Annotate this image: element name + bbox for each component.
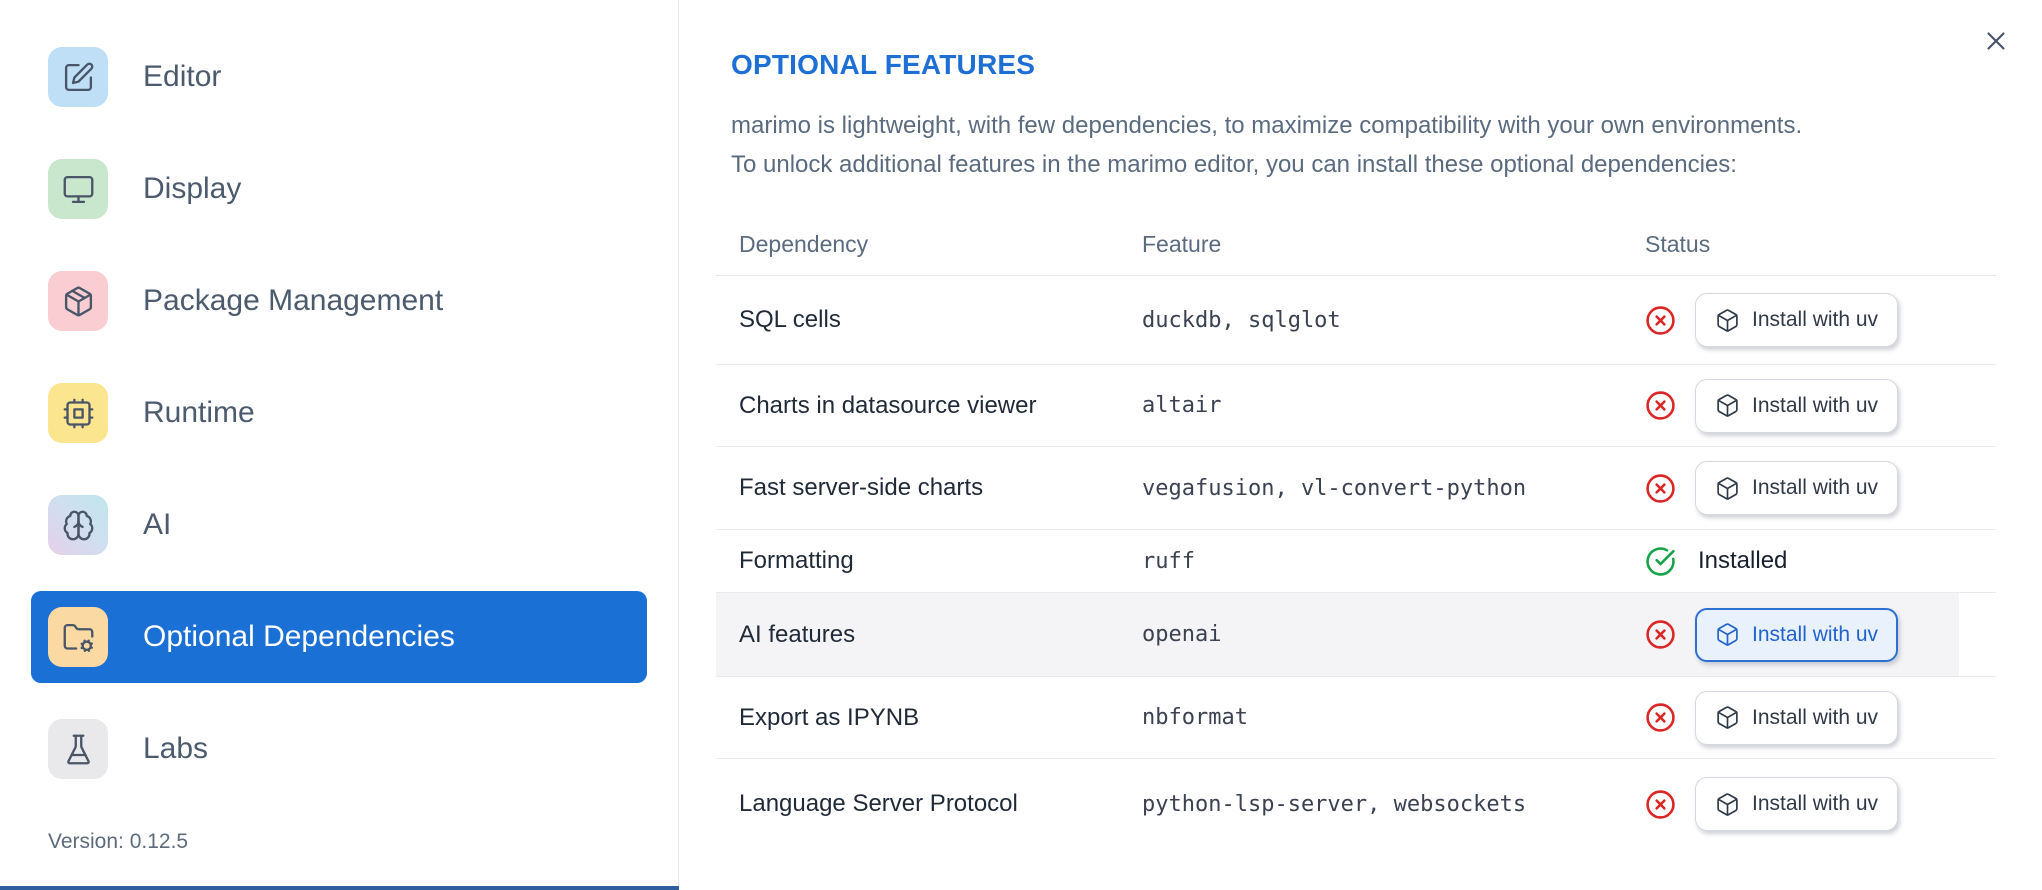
dependency-name: Language Server Protocol — [739, 790, 1018, 817]
sidebar-item-runtime[interactable]: Runtime — [31, 367, 647, 459]
feature-packages: duckdb, sqlglot — [1142, 307, 1341, 333]
installed-status-label: Installed — [1698, 547, 1788, 574]
install-with-uv-button[interactable]: Install with uv — [1695, 777, 1899, 831]
dependency-name: Fast server-side charts — [739, 474, 984, 501]
box-icon — [1715, 705, 1740, 730]
install-button-label: Install with uv — [1752, 622, 1879, 646]
column-header-feature: Feature — [1142, 230, 1222, 257]
sidebar-item-label: Package Management — [143, 284, 444, 317]
table-header-row: Dependency Feature Status — [716, 213, 1996, 276]
column-header-status: Status — [1645, 230, 1711, 257]
box-icon — [1715, 476, 1740, 501]
folder-cog-icon — [48, 607, 108, 667]
box-icon — [1715, 393, 1740, 418]
feature-packages: vegafusion, vl-convert-python — [1142, 475, 1527, 501]
app-footer-strip — [0, 886, 679, 890]
package-icon — [48, 271, 108, 331]
table-row: SQL cells duckdb, sqlglot Install with u… — [716, 276, 1996, 365]
feature-packages: openai — [1142, 622, 1222, 647]
description-line: marimo is lightweight, with few dependen… — [731, 112, 1803, 139]
sidebar-item-label: Labs — [143, 732, 209, 765]
table-row: Charts in datasource viewer altair Insta… — [716, 365, 1996, 447]
dependency-name: SQL cells — [739, 306, 841, 333]
square-pen-icon — [48, 47, 108, 107]
monitor-icon — [48, 159, 108, 219]
install-button-label: Install with uv — [1752, 705, 1879, 729]
status-missing-icon — [1645, 390, 1676, 421]
brain-icon — [48, 495, 108, 555]
close-button[interactable] — [1978, 24, 2014, 60]
sidebar-item-package-management[interactable]: Package Management — [31, 255, 647, 347]
install-button-label: Install with uv — [1752, 308, 1879, 331]
box-icon — [1715, 622, 1740, 647]
install-with-uv-button[interactable]: Install with uv — [1695, 461, 1899, 515]
install-with-uv-button-focused[interactable]: Install with uv — [1695, 607, 1899, 662]
install-with-uv-button[interactable]: Install with uv — [1695, 690, 1899, 745]
dependency-name: Export as IPYNB — [739, 703, 920, 731]
feature-packages: python-lsp-server, websockets — [1142, 791, 1527, 817]
status-missing-icon — [1645, 789, 1676, 820]
status-missing-icon — [1645, 305, 1676, 336]
install-with-uv-button[interactable]: Install with uv — [1695, 293, 1899, 347]
install-button-label: Install with uv — [1752, 393, 1879, 417]
sidebar-item-display[interactable]: Display — [31, 143, 647, 235]
table-row-highlighted: AI features openai Install with uv — [716, 593, 1996, 677]
close-icon — [1981, 31, 2011, 59]
settings-sidebar: Editor Display Package Management Runtim… — [0, 0, 679, 890]
table-row: Export as IPYNB nbformat Install with uv — [716, 677, 1996, 759]
sidebar-item-label: Runtime — [143, 396, 255, 429]
status-installed-icon — [1645, 546, 1676, 577]
table-row: Language Server Protocol python-lsp-serv… — [716, 759, 1996, 849]
sidebar-item-label: Optional Dependencies — [143, 620, 455, 653]
dependency-name: AI features — [739, 620, 856, 648]
install-button-label: Install with uv — [1752, 792, 1879, 815]
feature-packages: nbformat — [1142, 705, 1248, 730]
description-line: To unlock additional features in the mar… — [731, 151, 1737, 178]
flask-icon — [48, 719, 108, 779]
status-missing-icon — [1645, 619, 1676, 650]
sidebar-item-ai[interactable]: AI — [31, 479, 647, 571]
sidebar-item-editor[interactable]: Editor — [31, 31, 647, 123]
dependencies-table: Dependency Feature Status SQL cells duck… — [716, 213, 1996, 849]
table-row: Formatting ruff Installed — [716, 530, 1996, 593]
app-version: Version: 0.12.5 — [48, 830, 189, 853]
sidebar-item-labs[interactable]: Labs — [31, 703, 647, 795]
status-missing-icon — [1645, 473, 1676, 504]
column-header-dependency: Dependency — [739, 230, 869, 257]
install-button-label: Install with uv — [1752, 476, 1879, 499]
box-icon — [1715, 308, 1740, 333]
box-icon — [1715, 792, 1740, 817]
feature-packages: ruff — [1142, 548, 1195, 574]
description: marimo is lightweight, with few dependen… — [731, 106, 2042, 184]
sidebar-item-optional-dependencies[interactable]: Optional Dependencies — [31, 591, 647, 683]
sidebar-item-label: AI — [143, 508, 172, 541]
sidebar-item-label: Display — [143, 172, 242, 205]
optional-features-panel: OPTIONAL FEATURES marimo is lightweight,… — [679, 0, 2042, 890]
dependency-name: Charts in datasource viewer — [739, 391, 1037, 419]
page-title: OPTIONAL FEATURES — [731, 49, 1036, 80]
dependency-name: Formatting — [739, 547, 854, 574]
status-missing-icon — [1645, 702, 1676, 733]
sidebar-item-label: Editor — [143, 60, 222, 93]
install-with-uv-button[interactable]: Install with uv — [1695, 378, 1899, 433]
table-row: Fast server-side charts vegafusion, vl-c… — [716, 447, 1996, 530]
cpu-icon — [48, 383, 108, 443]
feature-packages: altair — [1142, 393, 1222, 418]
